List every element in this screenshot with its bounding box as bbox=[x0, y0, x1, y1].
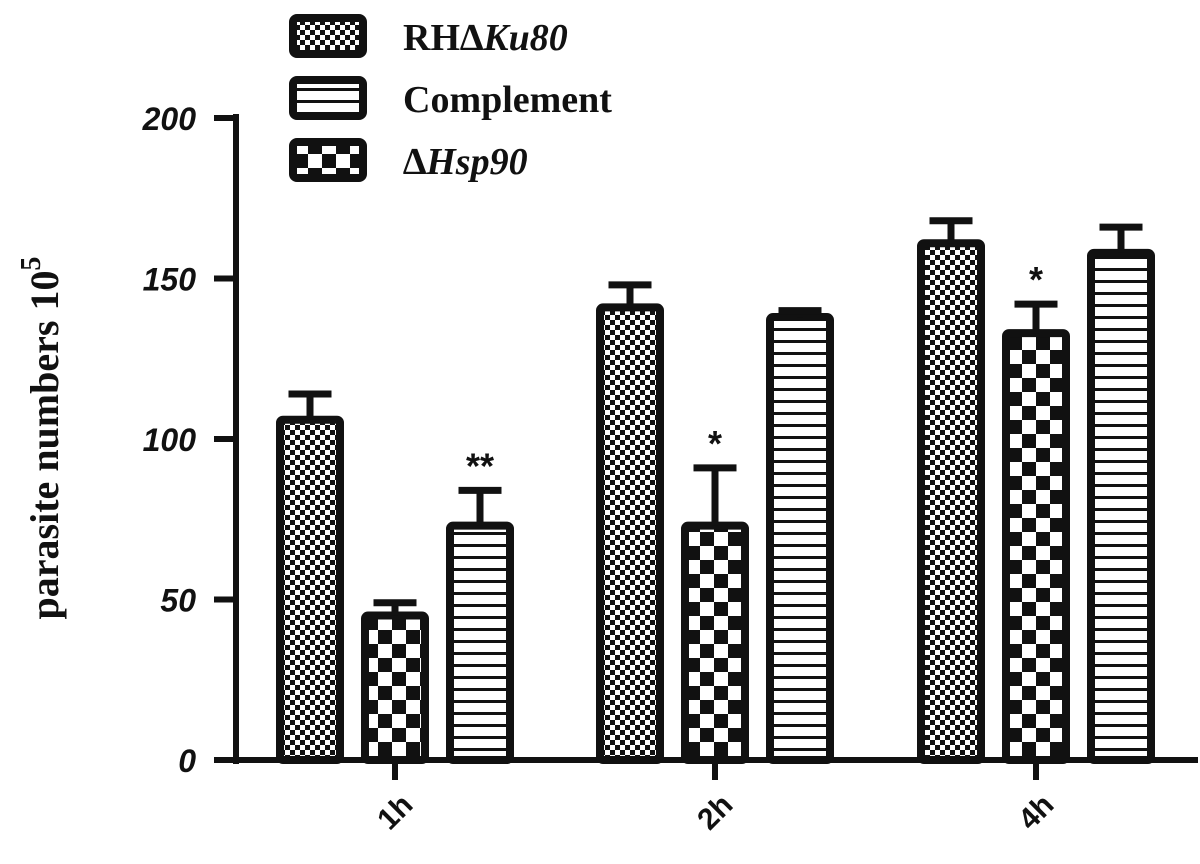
legend-swatch bbox=[289, 138, 367, 182]
x-tick-label: 4h bbox=[1012, 788, 1060, 836]
bar-1-1h bbox=[276, 415, 344, 764]
legend-swatch bbox=[289, 14, 367, 58]
y-tick-label: 200 bbox=[142, 101, 197, 137]
y-tick-label: 0 bbox=[178, 743, 196, 779]
legend-label-prefix: RH bbox=[403, 17, 460, 59]
legend-label-italic: ∆Hsp90 bbox=[403, 141, 528, 183]
y-axis-title-text: parasite numbers 10 bbox=[22, 271, 67, 620]
bars bbox=[276, 239, 1155, 764]
y-axis-title: parasite numbers 105 bbox=[16, 257, 67, 620]
legend-label-prefix: Complement bbox=[403, 79, 612, 121]
significance-markers: **** bbox=[466, 259, 1043, 486]
y-axis-title-group: parasite numbers 105 bbox=[16, 257, 67, 620]
bar-3-2h bbox=[766, 313, 834, 764]
bar-3-1h bbox=[446, 521, 514, 764]
significance-label: * bbox=[1029, 259, 1043, 300]
bar-2-1h bbox=[361, 611, 429, 764]
bar-1-2h bbox=[596, 303, 664, 764]
bar-1-4h bbox=[917, 239, 985, 764]
legend-label: RH∆Ku80 bbox=[403, 17, 568, 59]
bar-2-2h bbox=[681, 521, 749, 764]
x-tick-label: 2h bbox=[691, 788, 739, 836]
y-tick-label: 50 bbox=[160, 583, 196, 619]
y-tick-label: 100 bbox=[143, 422, 197, 458]
significance-label: ** bbox=[466, 445, 494, 486]
legend-label-italic: ∆Ku80 bbox=[460, 17, 568, 59]
legend: RH∆Ku80 Complement ∆Hsp90 bbox=[289, 14, 612, 183]
y-tick-label: 150 bbox=[143, 262, 197, 298]
bar-2-4h bbox=[1002, 329, 1070, 764]
bar-3-4h bbox=[1087, 248, 1155, 764]
legend-swatch bbox=[289, 76, 367, 120]
x-tick-label: 1h bbox=[371, 788, 419, 836]
y-axis-title-superscript: 5 bbox=[16, 257, 47, 271]
significance-label: * bbox=[708, 423, 722, 464]
legend-label: Complement bbox=[403, 79, 612, 121]
error-bars bbox=[288, 217, 1143, 616]
legend-label: ∆Hsp90 bbox=[403, 141, 528, 183]
